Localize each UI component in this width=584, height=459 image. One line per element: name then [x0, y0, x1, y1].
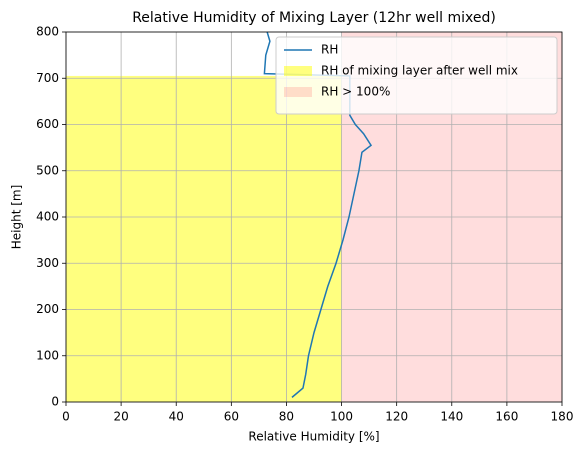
legend-patch	[284, 87, 312, 97]
legend-label: RH > 100%	[321, 85, 390, 99]
legend: RH RH of mixing layer after well mix RH > …	[275, 36, 558, 115]
chart-title: Relative Humidity of Mixing Layer (12hr …	[132, 10, 496, 26]
y-tick-label: 800	[36, 25, 59, 39]
y-tick-label: 600	[36, 117, 59, 131]
legend-frame	[275, 36, 558, 115]
y-tick-label: 0	[51, 395, 59, 409]
y-tick-label: 300	[36, 256, 59, 270]
x-tick-label: 20	[113, 410, 128, 424]
x-tick-label: 140	[440, 410, 463, 424]
region	[66, 75, 342, 402]
x-tick-label: 0	[62, 410, 70, 424]
x-tick-label: 120	[385, 410, 408, 424]
x-axis-label: Relative Humidity [%]	[248, 430, 379, 444]
x-tick-label: 100	[330, 410, 353, 424]
y-tick-label: 100	[36, 348, 59, 362]
axes-frame	[65, 31, 563, 403]
x-tick-label: 160	[495, 410, 518, 424]
legend-patch	[284, 66, 312, 76]
y-tick-label: 400	[36, 210, 59, 224]
legend-label: RH	[321, 43, 338, 57]
y-axis-label: Height [m]	[10, 185, 24, 250]
y-tick-label: 500	[36, 163, 59, 177]
x-tick-label: 80	[279, 410, 294, 424]
x-tick-label: 40	[169, 410, 184, 424]
y-tick-label: 200	[36, 302, 59, 316]
legend-label: RH of mixing layer after well mix	[321, 64, 518, 78]
y-tick-label: 700	[36, 71, 59, 85]
x-tick-label: 180	[551, 410, 574, 424]
x-tick-label: 60	[224, 410, 239, 424]
